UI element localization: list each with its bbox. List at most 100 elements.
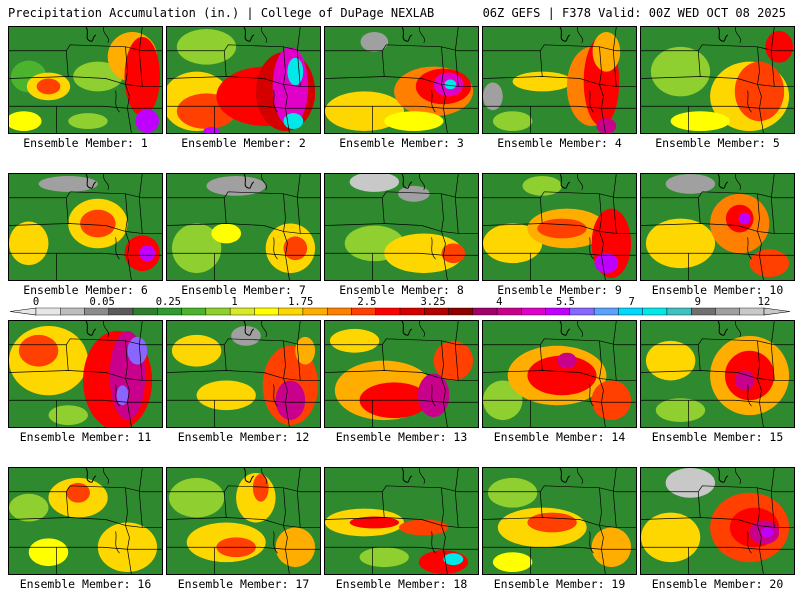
- ensemble-map-panel: Ensemble Member: 3: [324, 26, 479, 150]
- precip-map-15: [640, 320, 795, 428]
- panel-label: Ensemble Member: 5: [655, 136, 780, 150]
- colorbar-arrow-left: [9, 307, 37, 316]
- colorbar-box: [642, 307, 668, 316]
- precip-map-19: [482, 467, 637, 575]
- colorbar-tick-label: 7: [628, 296, 634, 308]
- ensemble-map-panel: Ensemble Member: 2: [166, 26, 321, 150]
- colorbar-box: [569, 307, 595, 316]
- precip-map-11: [8, 320, 163, 428]
- panel-label: Ensemble Member: 6: [23, 283, 148, 297]
- precip-map-12: [166, 320, 321, 428]
- colorbar-labels: 0 0.05 0.25 1 1.75 2.5 3.25 4 5.5 7 9 12: [33, 296, 770, 308]
- ensemble-map-panel: Ensemble Member: 5: [640, 26, 795, 150]
- precip-map-3: [324, 26, 479, 134]
- panel-label: Ensemble Member: 12: [177, 430, 310, 444]
- panel-label: Ensemble Member: 17: [177, 577, 310, 591]
- colorbar-box: [424, 307, 449, 316]
- colorbar-tick-label: 1: [231, 296, 237, 308]
- colorbar-box: [399, 307, 425, 316]
- colorbar-box: [278, 307, 304, 316]
- ensemble-map-panel: Ensemble Member: 14: [482, 320, 637, 444]
- colorbar-box: [666, 307, 692, 316]
- panel-label: Ensemble Member: 8: [339, 283, 464, 297]
- colorbar-box: [351, 307, 376, 316]
- colorbar-tick-label: 4: [496, 296, 502, 308]
- panel-label: Ensemble Member: 16: [19, 577, 152, 591]
- ensemble-map-panel: Ensemble Member: 15: [640, 320, 795, 444]
- precip-map-7: [166, 173, 321, 281]
- panel-label: Ensemble Member: 4: [497, 136, 622, 150]
- ensemble-map-panel: Ensemble Member: 10: [640, 173, 795, 297]
- colorbar-box: [35, 307, 61, 316]
- colorbar-box: [691, 307, 716, 316]
- panel-label: Ensemble Member: 7: [181, 283, 306, 297]
- colorbar-box: [254, 307, 279, 316]
- ensemble-map-panel: Ensemble Member: 8: [324, 173, 479, 297]
- precip-map-10: [640, 173, 795, 281]
- precip-map-1: [8, 26, 163, 134]
- precip-colorbar: 0 0.05 0.25 1 1.75 2.5 3.25 4 5.5 7 9 12: [9, 296, 791, 316]
- colorbar-box: [715, 307, 740, 316]
- panel-label: Ensemble Member: 14: [493, 430, 626, 444]
- colorbar-box: [157, 307, 182, 316]
- precip-map-13: [324, 320, 479, 428]
- colorbar-box: [181, 307, 207, 316]
- panel-label: Ensemble Member: 2: [181, 136, 306, 150]
- ensemble-map-panel: Ensemble Member: 17: [166, 467, 321, 591]
- panel-label: Ensemble Member: 9: [497, 283, 622, 297]
- colorbar-box: [472, 307, 498, 316]
- colorbar-tick-label: 0.05: [90, 296, 115, 308]
- colorbar-tick-label: 3.25: [420, 296, 445, 308]
- colorbar-box: [327, 307, 352, 316]
- colorbar-arrow-right: [763, 307, 791, 316]
- panel-label: Ensemble Member: 10: [651, 283, 784, 297]
- colorbar-boxes: [9, 307, 791, 316]
- colorbar-box: [496, 307, 522, 316]
- precip-map-8: [324, 173, 479, 281]
- ensemble-map-panel: Ensemble Member: 13: [324, 320, 479, 444]
- colorbar-box: [593, 307, 619, 316]
- ensemble-map-panel: Ensemble Member: 19: [482, 467, 637, 591]
- colorbar-tick-label: 5.5: [556, 296, 575, 308]
- colorbar-box: [545, 307, 571, 316]
- colorbar-box: [229, 307, 255, 316]
- ensemble-map-panel: Ensemble Member: 12: [166, 320, 321, 444]
- precip-map-16: [8, 467, 163, 575]
- precip-map-5: [640, 26, 795, 134]
- colorbar-box: [739, 307, 765, 316]
- panel-label: Ensemble Member: 20: [651, 577, 784, 591]
- panel-label: Ensemble Member: 19: [493, 577, 626, 591]
- colorbar-box: [302, 307, 328, 316]
- colorbar-box: [205, 307, 231, 316]
- colorbar-box: [132, 307, 158, 316]
- panel-label: Ensemble Member: 15: [651, 430, 784, 444]
- ensemble-map-panel: Ensemble Member: 6: [8, 173, 163, 297]
- precip-map-2: [166, 26, 321, 134]
- colorbar-box: [521, 307, 546, 316]
- colorbar-tick-label: 12: [758, 296, 771, 308]
- panel-label: Ensemble Member: 18: [335, 577, 468, 591]
- precip-map-9: [482, 173, 637, 281]
- ensemble-map-panel: Ensemble Member: 18: [324, 467, 479, 591]
- panel-label: Ensemble Member: 11: [19, 430, 152, 444]
- precip-map-20: [640, 467, 795, 575]
- precip-map-18: [324, 467, 479, 575]
- ensemble-map-panel: Ensemble Member: 11: [8, 320, 163, 444]
- colorbar-box: [618, 307, 643, 316]
- colorbar-tick-label: 0.25: [156, 296, 181, 308]
- colorbar-box: [448, 307, 473, 316]
- ensemble-map-panel: Ensemble Member: 1: [8, 26, 163, 150]
- colorbar-tick-label: 1.75: [288, 296, 313, 308]
- map-title: Precipitation Accumulation (in.) | Colle…: [8, 6, 435, 20]
- colorbar-tick-label: 0: [33, 296, 39, 308]
- precip-map-4: [482, 26, 637, 134]
- ensemble-map-panel: Ensemble Member: 9: [482, 173, 637, 297]
- model-run-info: 06Z GEFS | F378 Valid: 00Z WED OCT 08 20…: [482, 6, 786, 20]
- panel-label: Ensemble Member: 3: [339, 136, 464, 150]
- colorbar-box: [375, 307, 401, 316]
- precip-map-6: [8, 173, 163, 281]
- panel-label: Ensemble Member: 1: [23, 136, 148, 150]
- ensemble-map-panel: Ensemble Member: 16: [8, 467, 163, 591]
- colorbar-box: [108, 307, 134, 316]
- colorbar-tick-label: 2.5: [357, 296, 376, 308]
